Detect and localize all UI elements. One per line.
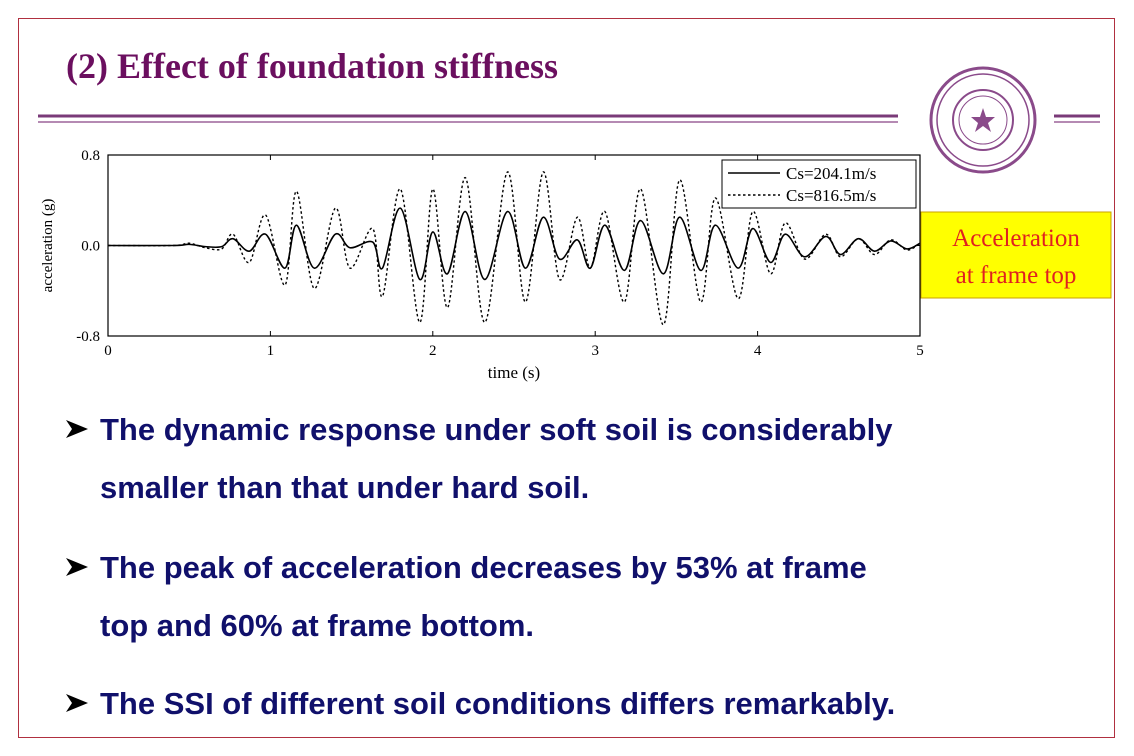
data-line <box>107 171 921 326</box>
legend-box <box>721 159 917 209</box>
bullet-arrow <box>66 420 88 438</box>
y-tick-label: 0.8 <box>81 148 100 164</box>
bullet-text: The peak of acceleration decreases by 53… <box>100 550 867 585</box>
x-tick-label: 0 <box>104 343 112 359</box>
x-tick-label: 1 <box>267 343 275 359</box>
legend-label: Cs=204.1m/s <box>786 164 876 183</box>
slide-title: (2) Effect of foundation stiffness <box>66 46 558 86</box>
bullet-text: top and 60% at frame bottom. <box>100 608 534 643</box>
x-tick-label: 3 <box>591 343 599 359</box>
bullet-text: The SSI of different soil conditions dif… <box>100 686 895 721</box>
legend-label: Cs=816.5m/s <box>786 186 876 205</box>
y-tick-label: -0.8 <box>76 329 100 345</box>
bullet-arrow <box>66 694 88 712</box>
x-tick-label: 5 <box>916 343 924 359</box>
callout-line: Acceleration <box>952 225 1080 252</box>
bullet-arrow <box>66 558 88 576</box>
chart: 0 1 2 3 4 5 -0.8 0.0 0.8 time (s) acceleration (g)… <box>40 148 924 382</box>
x-tick-label: 4 <box>754 343 762 359</box>
x-tick-label: 2 <box>429 343 437 359</box>
bullet-text: smaller than that under hard soil. <box>100 470 589 505</box>
callout: Acceleration at frame top <box>920 211 1112 299</box>
y-axis-label: acceleration (g) <box>40 199 56 293</box>
callout-line: at frame top <box>956 262 1077 289</box>
slide-frame <box>18 18 1115 738</box>
bullet-list: The dynamic response under soft soil is … <box>66 412 895 721</box>
data-line <box>107 207 921 281</box>
x-axis-label: time (s) <box>488 363 540 382</box>
y-tick-label: 0.0 <box>81 239 100 255</box>
title-rule <box>38 114 1100 123</box>
university-logo <box>929 66 1037 174</box>
bullet-text: The dynamic response under soft soil is … <box>100 412 893 447</box>
